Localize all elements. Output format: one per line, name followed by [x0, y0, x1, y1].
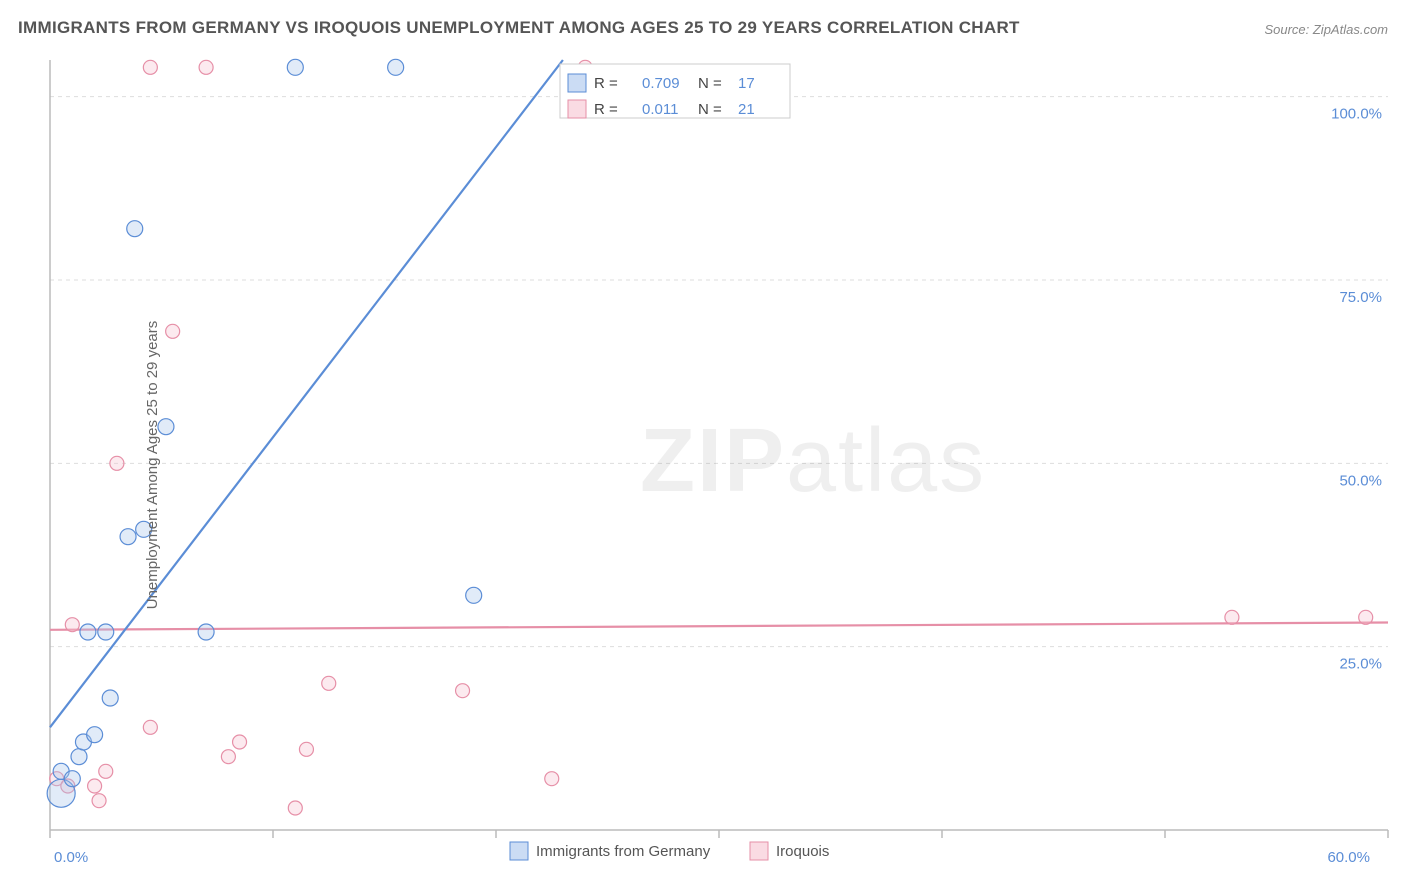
- legend-r-value: 0.709: [642, 75, 680, 92]
- data-point: [102, 690, 118, 706]
- legend-n-value: 17: [738, 75, 755, 92]
- legend-swatch: [568, 100, 586, 118]
- legend-r-label: R =: [594, 75, 618, 92]
- data-point: [92, 794, 106, 808]
- legend-swatch: [510, 842, 528, 860]
- y-axis-label: Unemployment Among Ages 25 to 29 years: [144, 321, 161, 610]
- data-point: [545, 772, 559, 786]
- data-point: [71, 749, 87, 765]
- data-point: [388, 59, 404, 75]
- data-point: [64, 771, 80, 787]
- data-point: [466, 587, 482, 603]
- legend-swatch: [750, 842, 768, 860]
- data-point: [65, 618, 79, 632]
- data-point: [143, 720, 157, 734]
- x-tick-label: 0.0%: [54, 849, 88, 866]
- data-point: [110, 456, 124, 470]
- x-tick-label: 60.0%: [1327, 849, 1370, 866]
- data-point: [88, 779, 102, 793]
- data-point: [99, 764, 113, 778]
- data-point: [299, 742, 313, 756]
- legend-n-label: N =: [698, 75, 722, 92]
- data-point: [233, 735, 247, 749]
- legend-n-label: N =: [698, 101, 722, 118]
- y-tick-label: 75.0%: [1339, 289, 1382, 306]
- plot-area: Unemployment Among Ages 25 to 29 years Z…: [0, 50, 1406, 880]
- data-point: [120, 529, 136, 545]
- y-tick-label: 25.0%: [1339, 656, 1382, 673]
- source-attribution: Source: ZipAtlas.com: [1264, 22, 1388, 37]
- y-tick-label: 50.0%: [1339, 472, 1382, 489]
- legend-r-label: R =: [594, 101, 618, 118]
- data-point: [166, 324, 180, 338]
- data-point: [98, 624, 114, 640]
- data-point: [1359, 610, 1373, 624]
- data-point: [456, 684, 470, 698]
- data-point: [87, 727, 103, 743]
- legend-r-value: 0.011: [642, 101, 678, 118]
- data-point: [80, 624, 96, 640]
- y-tick-label: 100.0%: [1331, 106, 1382, 123]
- scatter-chart: 25.0% 50.0% 75.0% 100.0% 0.0% 60.0% R = 0.709 N …: [0, 50, 1406, 880]
- chart-title: IMMIGRANTS FROM GERMANY VS IROQUOIS UNEM…: [18, 18, 1020, 38]
- data-point: [288, 801, 302, 815]
- legend-n-value: 21: [738, 101, 755, 118]
- data-point: [1225, 610, 1239, 624]
- data-point: [198, 624, 214, 640]
- legend-series-label: Iroquois: [776, 843, 829, 860]
- trend-line: [50, 622, 1388, 629]
- legend-swatch: [568, 74, 586, 92]
- data-point: [287, 59, 303, 75]
- data-point: [199, 60, 213, 74]
- data-point: [221, 750, 235, 764]
- data-point: [143, 60, 157, 74]
- data-point: [322, 676, 336, 690]
- legend-series-label: Immigrants from Germany: [536, 843, 711, 860]
- data-point: [127, 221, 143, 237]
